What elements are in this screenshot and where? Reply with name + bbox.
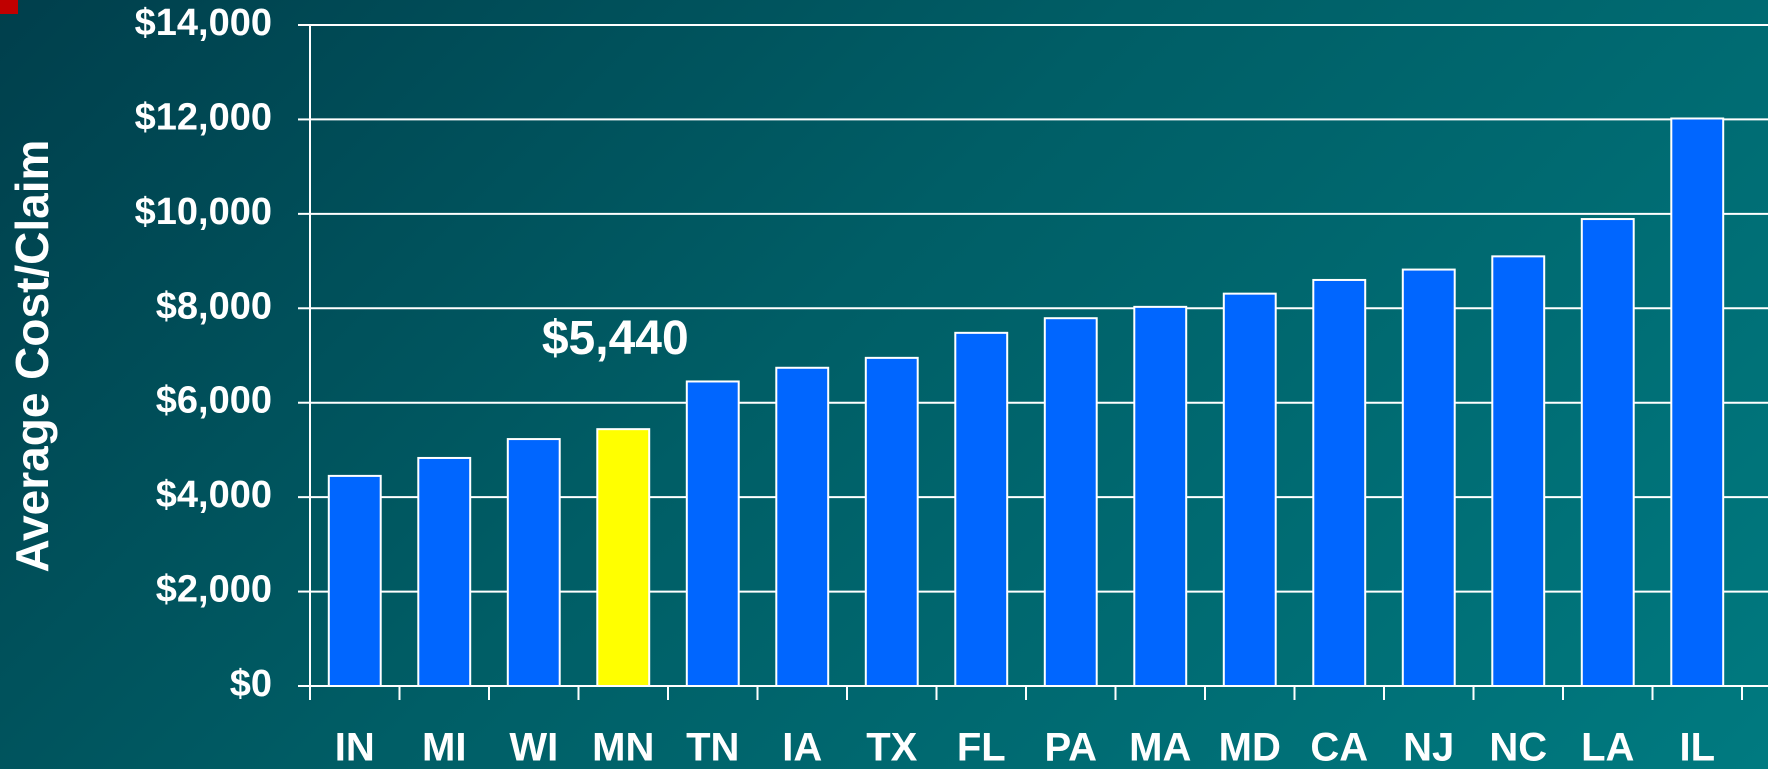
x-tick-label: TN <box>686 726 739 769</box>
x-tick-label: FL <box>957 726 1006 769</box>
x-tick-label: NJ <box>1403 726 1454 769</box>
bar <box>1401 268 1456 687</box>
x-tick-label: IN <box>335 726 375 769</box>
bar <box>417 456 472 687</box>
bar <box>1043 317 1098 687</box>
bar <box>1133 305 1188 687</box>
bar <box>1312 278 1367 687</box>
bar <box>506 438 561 687</box>
y-tick-label: $10,000 <box>135 191 272 233</box>
y-tick-label: $4,000 <box>156 474 272 516</box>
y-tick-label: $14,000 <box>135 2 272 44</box>
bar <box>775 366 830 687</box>
bar <box>864 356 919 687</box>
bar <box>1580 218 1635 687</box>
bar <box>1491 255 1546 687</box>
bar <box>596 428 651 687</box>
y-tick-label: $6,000 <box>156 380 272 422</box>
corner-mark <box>0 0 18 14</box>
x-tick-label: IL <box>1679 726 1715 769</box>
bar <box>954 331 1009 687</box>
x-tick-label: MN <box>592 726 654 769</box>
bar <box>1222 292 1277 687</box>
bar <box>1670 117 1725 687</box>
x-tick-label: MA <box>1129 726 1191 769</box>
bar <box>327 474 382 687</box>
x-tick-label: NC <box>1489 726 1547 769</box>
y-axis-title: Average Cost/Claim <box>6 140 58 573</box>
bar <box>685 380 740 687</box>
x-tick-label: LA <box>1581 726 1634 769</box>
x-tick-label: TX <box>866 726 917 769</box>
x-tick-label: MI <box>422 726 466 769</box>
y-tick-label: $0 <box>230 663 272 705</box>
x-tick-label: CA <box>1310 726 1368 769</box>
y-tick-label: $2,000 <box>156 569 272 611</box>
x-tick-label: MD <box>1219 726 1281 769</box>
x-tick-label: IA <box>782 726 822 769</box>
x-tick-label: WI <box>509 726 558 769</box>
y-tick-label: $12,000 <box>135 96 272 138</box>
x-tick-label: PA <box>1044 726 1097 769</box>
y-tick-label: $8,000 <box>156 285 272 327</box>
data-label: $5,440 <box>542 312 689 365</box>
